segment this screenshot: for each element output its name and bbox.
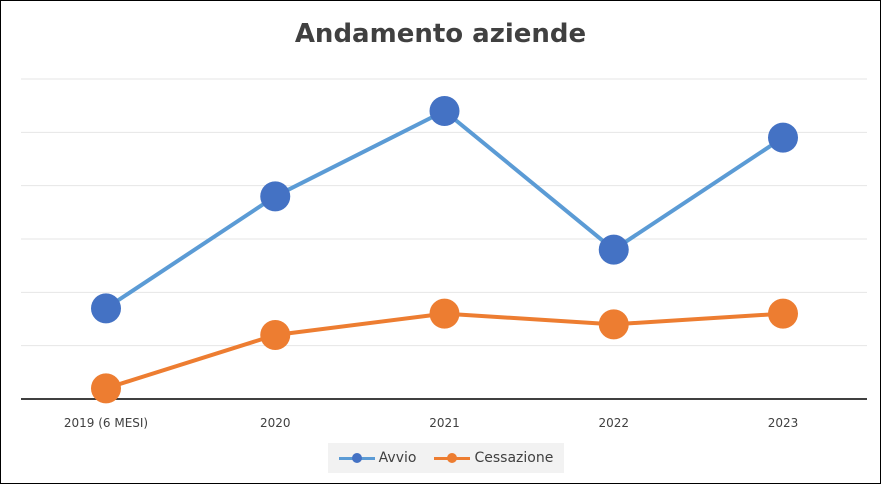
x-tick-label: 2023 xyxy=(768,416,799,430)
legend-swatch-cessazione xyxy=(434,453,471,463)
data-point-cessazione-4[interactable] xyxy=(768,298,798,329)
x-tick-label: 2021 xyxy=(429,416,460,430)
legend: Avvio Cessazione xyxy=(328,443,564,473)
gridlines xyxy=(21,78,867,347)
data-point-cessazione-1[interactable] xyxy=(260,320,291,350)
series-line-avvio xyxy=(104,109,785,311)
data-point-avvio-2[interactable] xyxy=(429,96,460,126)
data-point-cessazione-3[interactable] xyxy=(598,309,629,340)
series-cessazione xyxy=(91,298,798,404)
x-tick-label: 2019 (6 MESI) xyxy=(64,416,148,430)
data-point-cessazione-0[interactable] xyxy=(91,373,121,404)
data-point-cessazione-2[interactable] xyxy=(429,298,460,329)
data-point-avvio-1[interactable] xyxy=(260,181,291,212)
series-group xyxy=(91,96,798,404)
chart-title: Andamento aziende xyxy=(294,19,587,49)
x-tick-label: 2020 xyxy=(260,416,291,430)
x-tick-label: 2022 xyxy=(598,416,629,430)
legend-label-avvio: Avvio xyxy=(378,450,417,466)
x-axis-tick-labels: 2019 (6 MESI) 2020 2021 2022 2023 xyxy=(64,416,798,430)
data-point-avvio-0[interactable] xyxy=(91,293,121,324)
data-point-avvio-3[interactable] xyxy=(598,234,629,265)
legend-item-avvio[interactable]: Avvio xyxy=(338,450,417,466)
legend-label-cessazione: Cessazione xyxy=(474,450,554,466)
series-avvio xyxy=(91,96,798,324)
data-point-avvio-4[interactable] xyxy=(768,122,798,153)
legend-swatch-avvio xyxy=(338,453,375,463)
legend-item-cessazione[interactable]: Cessazione xyxy=(434,450,553,466)
